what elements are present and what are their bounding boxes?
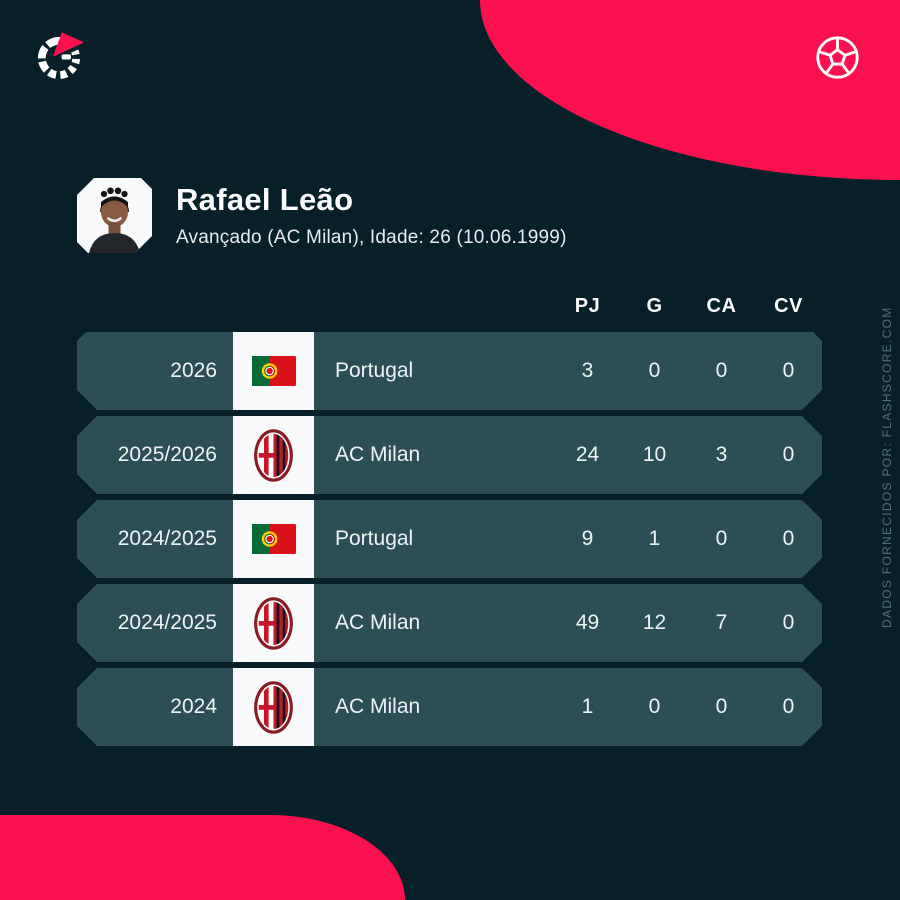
- football-icon: [815, 35, 860, 80]
- stat-value: 0: [715, 695, 728, 718]
- team-badge-strip: [233, 668, 314, 746]
- row-stat-values: 1 0 0 0: [554, 668, 822, 746]
- team-name: AC Milan: [335, 611, 421, 634]
- portugal-flag-icon: [252, 524, 296, 554]
- stat-value: 0: [648, 695, 661, 718]
- stat-value: 0: [782, 443, 795, 466]
- data-provider-note: DADOS FORNECIDOS POR: FLASHSCORE.COM: [880, 306, 894, 629]
- stat-value: 12: [642, 611, 667, 634]
- player-avatar: [77, 178, 152, 253]
- stats-table: PJ G CA CV 2026 Portugal 3 0 0 0 2025/2026 AC…: [77, 280, 822, 752]
- season-label: 2024/2025: [117, 611, 217, 634]
- row-stat-values: 24 10 3 0: [554, 416, 822, 494]
- stat-value: 10: [642, 443, 667, 466]
- column-header-ca: CA: [706, 294, 737, 317]
- top-right-accent-shape: [480, 0, 900, 180]
- table-row: 2026 Portugal 3 0 0 0: [77, 332, 822, 410]
- stat-value: 0: [648, 359, 661, 382]
- stats-table-body: 2026 Portugal 3 0 0 0 2025/2026 AC Milan 24 10 3…: [77, 332, 822, 746]
- season-label: 2024: [170, 695, 217, 718]
- stat-value: 3: [715, 443, 728, 466]
- stat-value: 0: [715, 527, 728, 550]
- player-photo-icon: [77, 178, 152, 253]
- team-badge-strip: [233, 332, 314, 410]
- table-row: 2024/2025 Portugal 9 1 0 0: [77, 500, 822, 578]
- stat-value: 0: [715, 359, 728, 382]
- player-details: Avançado (AC Milan), Idade: 26 (10.06.19…: [176, 226, 567, 248]
- stat-value: 9: [581, 527, 594, 550]
- team-name: Portugal: [335, 359, 414, 382]
- row-stat-values: 49 12 7 0: [554, 584, 822, 662]
- player-title-block: Rafael Leão Avançado (AC Milan), Idade: …: [176, 182, 567, 249]
- stat-value: 1: [648, 527, 661, 550]
- season-label: 2024/2025: [117, 527, 217, 550]
- column-header-cv: CV: [774, 294, 803, 317]
- column-header-g: G: [646, 294, 663, 317]
- team-badge-strip: [233, 500, 314, 578]
- table-row: 2024/2025 AC Milan 49 12 7 0: [77, 584, 822, 662]
- stat-value: 49: [575, 611, 600, 634]
- season-label: 2026: [170, 359, 217, 382]
- stat-value: 0: [782, 611, 795, 634]
- team-name: Portugal: [335, 527, 414, 550]
- stats-table-header: PJ G CA CV: [77, 280, 822, 332]
- stat-value: 7: [715, 611, 728, 634]
- player-header: Rafael Leão Avançado (AC Milan), Idade: …: [77, 178, 567, 253]
- row-stat-values: 3 0 0 0: [554, 332, 822, 410]
- ac-milan-crest-icon: [254, 429, 293, 482]
- stat-value: 0: [782, 527, 795, 550]
- stat-value: 0: [782, 359, 795, 382]
- team-name: AC Milan: [335, 443, 421, 466]
- flashscore-logo-icon: [33, 32, 85, 84]
- player-name: Rafael Leão: [176, 182, 354, 218]
- stat-value: 3: [581, 359, 594, 382]
- stat-value: 24: [575, 443, 600, 466]
- team-name: AC Milan: [335, 695, 421, 718]
- table-row: 2024 AC Milan 1 0 0 0: [77, 668, 822, 746]
- bottom-left-accent-shape: [0, 815, 405, 900]
- row-stat-values: 9 1 0 0: [554, 500, 822, 578]
- ac-milan-crest-icon: [254, 681, 293, 734]
- portugal-flag-icon: [252, 356, 296, 386]
- team-badge-strip: [233, 584, 314, 662]
- stat-value: 1: [581, 695, 594, 718]
- team-badge-strip: [233, 416, 314, 494]
- ac-milan-crest-icon: [254, 597, 293, 650]
- season-label: 2025/2026: [117, 443, 217, 466]
- table-row: 2025/2026 AC Milan 24 10 3 0: [77, 416, 822, 494]
- stat-value: 0: [782, 695, 795, 718]
- column-header-pj: PJ: [574, 294, 601, 317]
